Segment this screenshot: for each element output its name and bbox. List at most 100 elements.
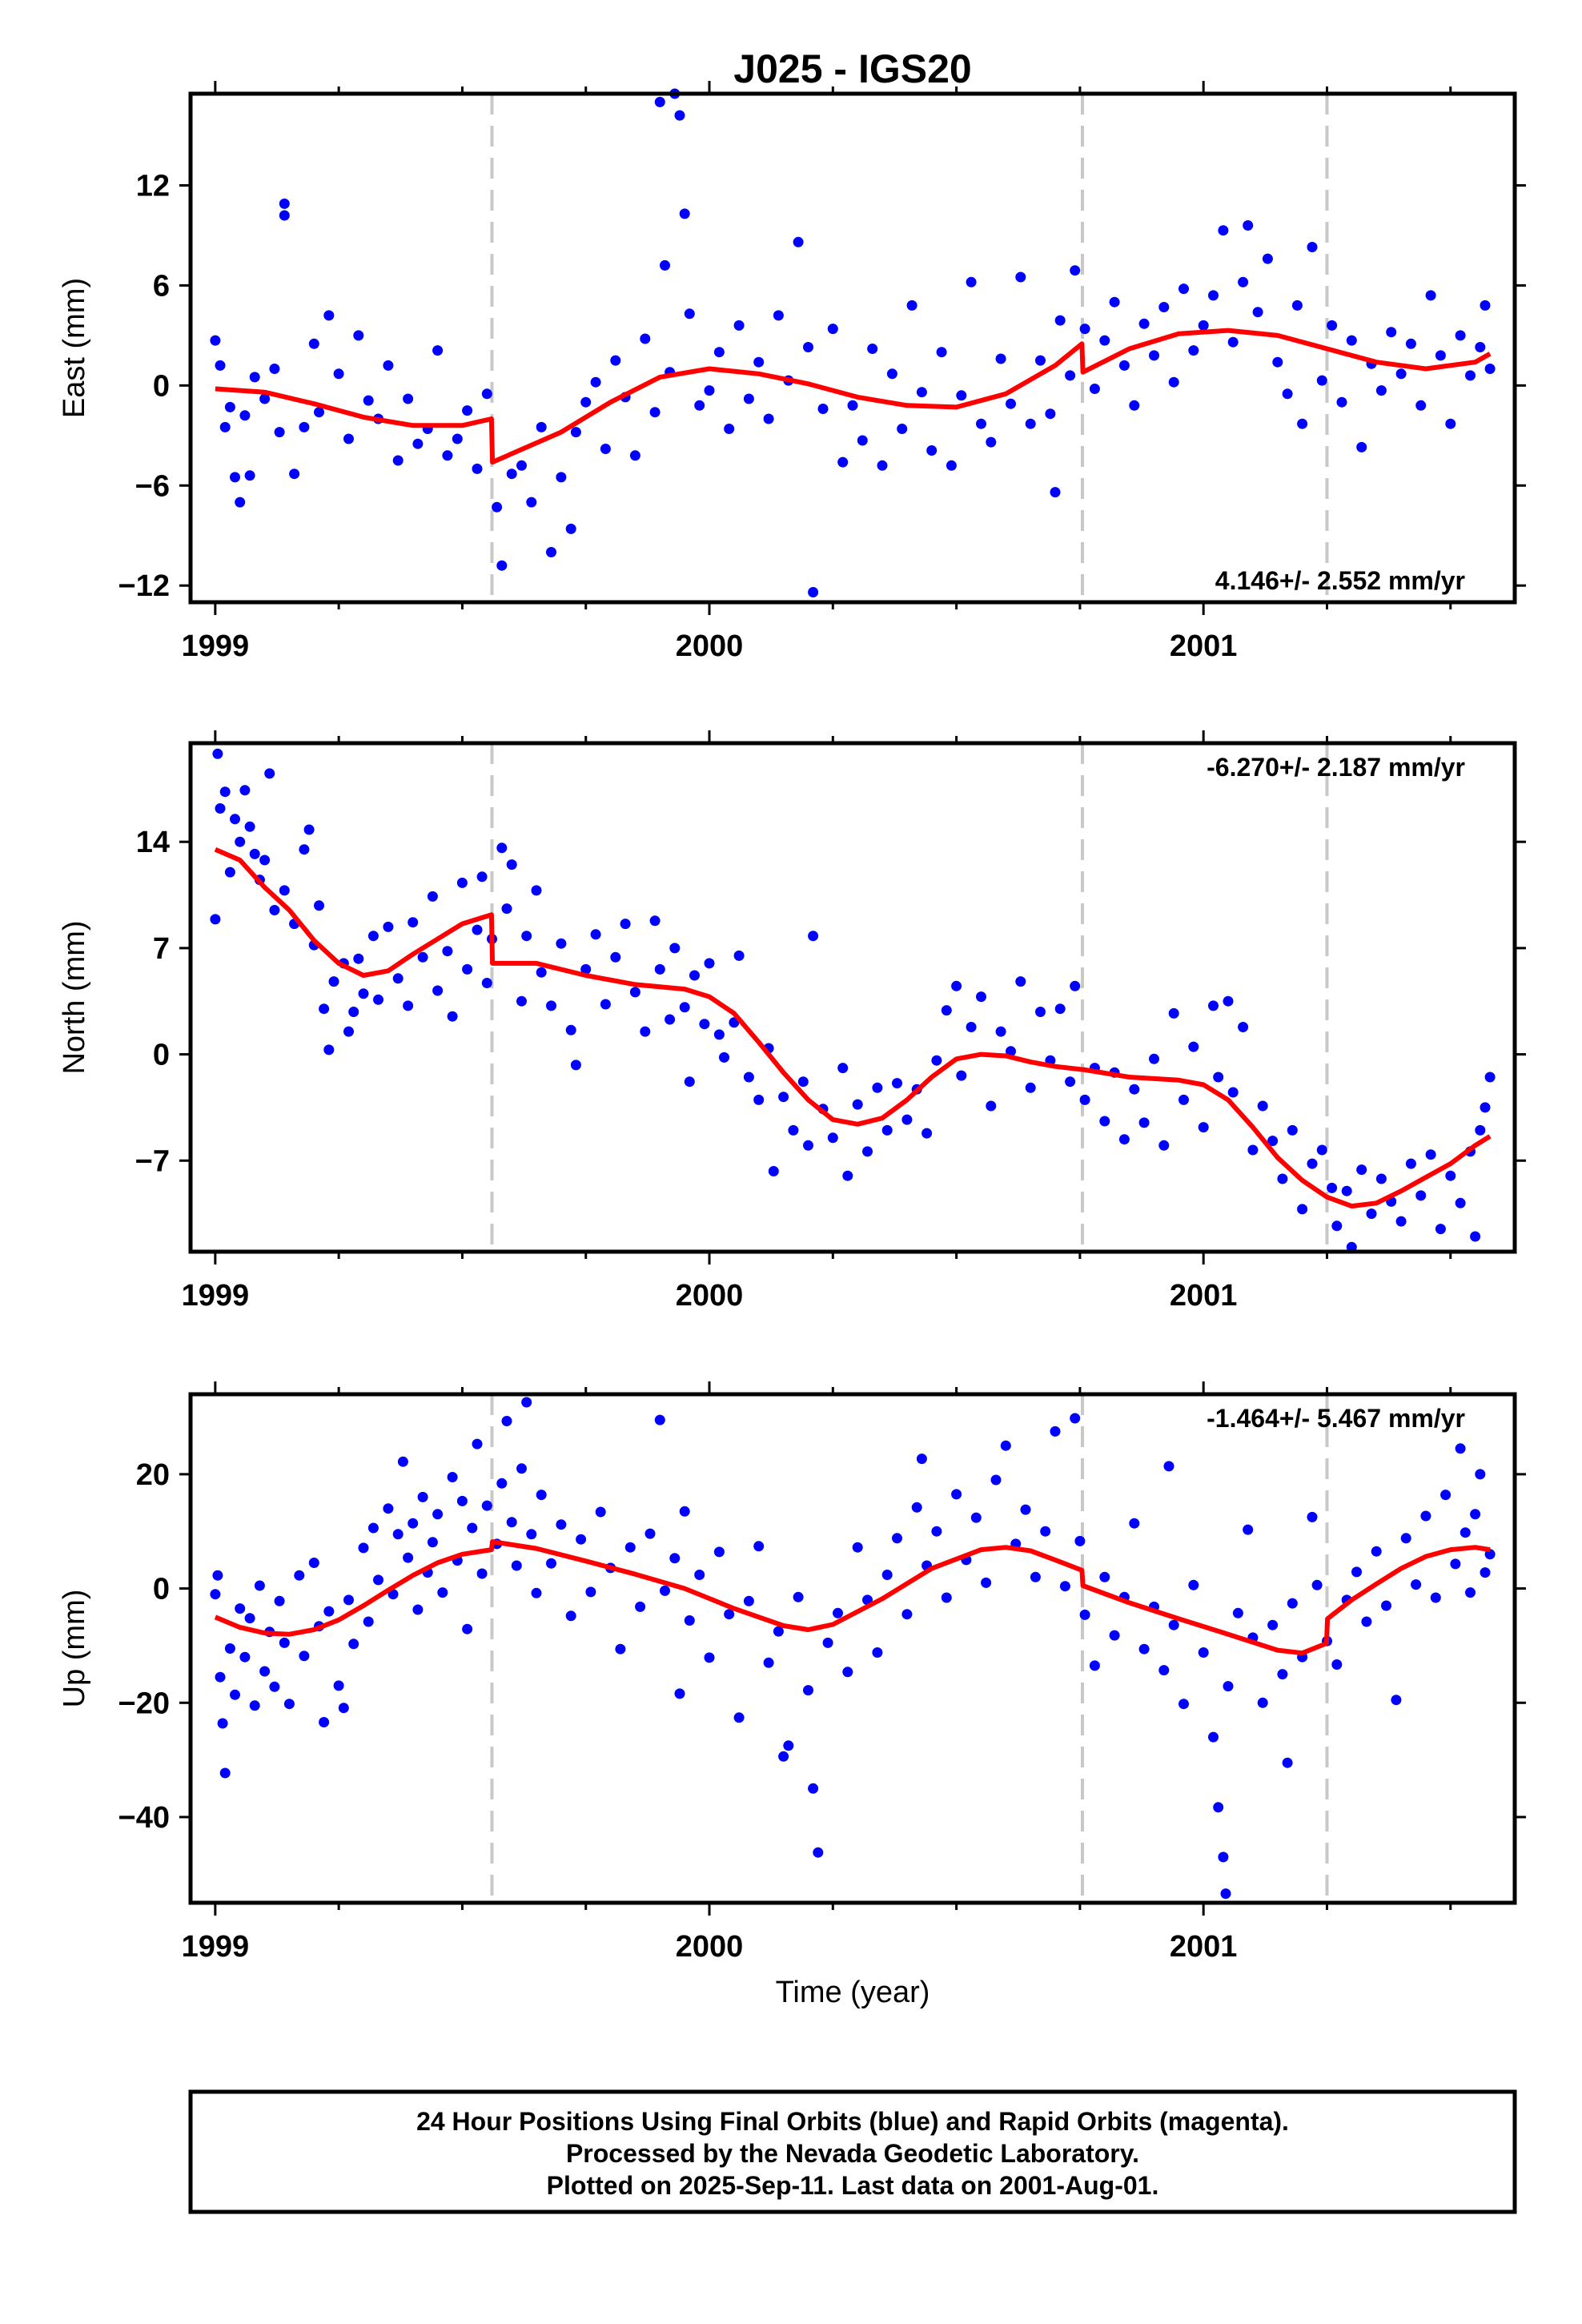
x-tick-label: 1999 (182, 629, 250, 663)
data-point (590, 929, 601, 940)
data-point (1079, 1094, 1090, 1105)
data-point (827, 324, 838, 335)
data-point (299, 1651, 310, 1662)
data-point (610, 355, 621, 366)
data-point (343, 1026, 354, 1037)
data-point (328, 976, 339, 987)
data-point (1307, 1511, 1318, 1522)
data-point (1138, 1117, 1150, 1128)
data-point (1356, 441, 1367, 452)
data-point (264, 768, 275, 779)
panel-3: −40 −20 0 20 1999 2000 2001 Up (mm) -1.464+/- 5.… (58, 1381, 1526, 1964)
data-point (437, 1587, 448, 1598)
data-point (1223, 995, 1234, 1007)
data-point (447, 1472, 458, 1482)
data-point (397, 1456, 408, 1467)
data-point (793, 236, 804, 247)
data-point (1213, 1072, 1224, 1083)
data-point (897, 424, 908, 434)
y-tick-label: −20 (118, 1687, 170, 1720)
data-point (1311, 1579, 1323, 1590)
data-point (1405, 338, 1416, 349)
data-point (269, 1681, 280, 1692)
data-point (600, 999, 611, 1010)
data-point (239, 785, 251, 796)
data-point (224, 401, 235, 412)
data-point (1000, 1440, 1011, 1451)
y-axis-label: Up (mm) (58, 1590, 91, 1708)
data-point (289, 468, 300, 480)
data-point (1158, 1140, 1170, 1151)
data-point (215, 1671, 226, 1683)
data-point (1243, 220, 1254, 231)
data-point (308, 1558, 319, 1568)
data-point (788, 1124, 799, 1136)
data-point (1277, 1669, 1288, 1680)
data-point (1030, 1571, 1041, 1582)
data-point (580, 963, 592, 975)
data-point (506, 859, 517, 870)
data-point (1006, 1046, 1016, 1057)
data-point (684, 1615, 695, 1626)
data-point (724, 1609, 735, 1620)
data-point (773, 1626, 784, 1637)
data-point (768, 1166, 779, 1176)
data-point (452, 433, 463, 444)
data-point (363, 395, 374, 406)
data-point (1316, 1144, 1327, 1156)
data-point (842, 1170, 853, 1181)
data-point (1327, 320, 1338, 331)
data-point (1470, 1509, 1481, 1520)
data-point (1287, 1124, 1298, 1136)
data-point (901, 1114, 913, 1125)
data-point (1291, 300, 1303, 311)
data-point (1099, 335, 1110, 346)
data-point (417, 1491, 428, 1502)
data-point (1232, 1607, 1243, 1618)
data-point (1282, 1757, 1293, 1768)
data-point (373, 994, 383, 1005)
data-point (600, 444, 611, 454)
data-point (323, 1044, 335, 1055)
data-point (546, 1558, 556, 1569)
data-point (1405, 1158, 1416, 1169)
data-point (556, 472, 567, 483)
data-point (1070, 1413, 1081, 1424)
data-point (279, 198, 290, 209)
data-point (1341, 1185, 1352, 1196)
data-point (1065, 1076, 1076, 1088)
data-point (743, 1595, 754, 1606)
data-point (224, 1643, 235, 1654)
data-point (1099, 1116, 1110, 1127)
data-point (1168, 1007, 1179, 1019)
data-point (753, 356, 765, 368)
data-point (299, 844, 310, 855)
data-point (1480, 1567, 1491, 1578)
data-point (1282, 388, 1293, 400)
data-point (1287, 1598, 1298, 1609)
data-point (1277, 1173, 1288, 1184)
data-point (986, 1100, 997, 1112)
data-point (1168, 376, 1179, 388)
data-point (462, 1623, 473, 1634)
data-point (1045, 408, 1056, 420)
data-point (1445, 1170, 1456, 1181)
data-point (733, 1712, 745, 1723)
data-point (239, 410, 251, 421)
data-points (210, 748, 1496, 1252)
data-point (719, 1051, 729, 1063)
data-point (753, 1541, 765, 1552)
data-point (911, 1502, 922, 1513)
data-point (813, 1847, 824, 1858)
data-point (1015, 271, 1026, 283)
data-point (1252, 307, 1263, 318)
data-point (353, 330, 364, 341)
data-point (456, 877, 468, 888)
data-point (684, 308, 695, 320)
data-point (1351, 1566, 1362, 1578)
data-point (1272, 356, 1283, 368)
data-point (753, 1094, 765, 1105)
data-point (797, 1076, 809, 1088)
data-point (392, 973, 404, 984)
velocity-label: -6.270+/- 2.187 mm/yr (1207, 753, 1465, 782)
